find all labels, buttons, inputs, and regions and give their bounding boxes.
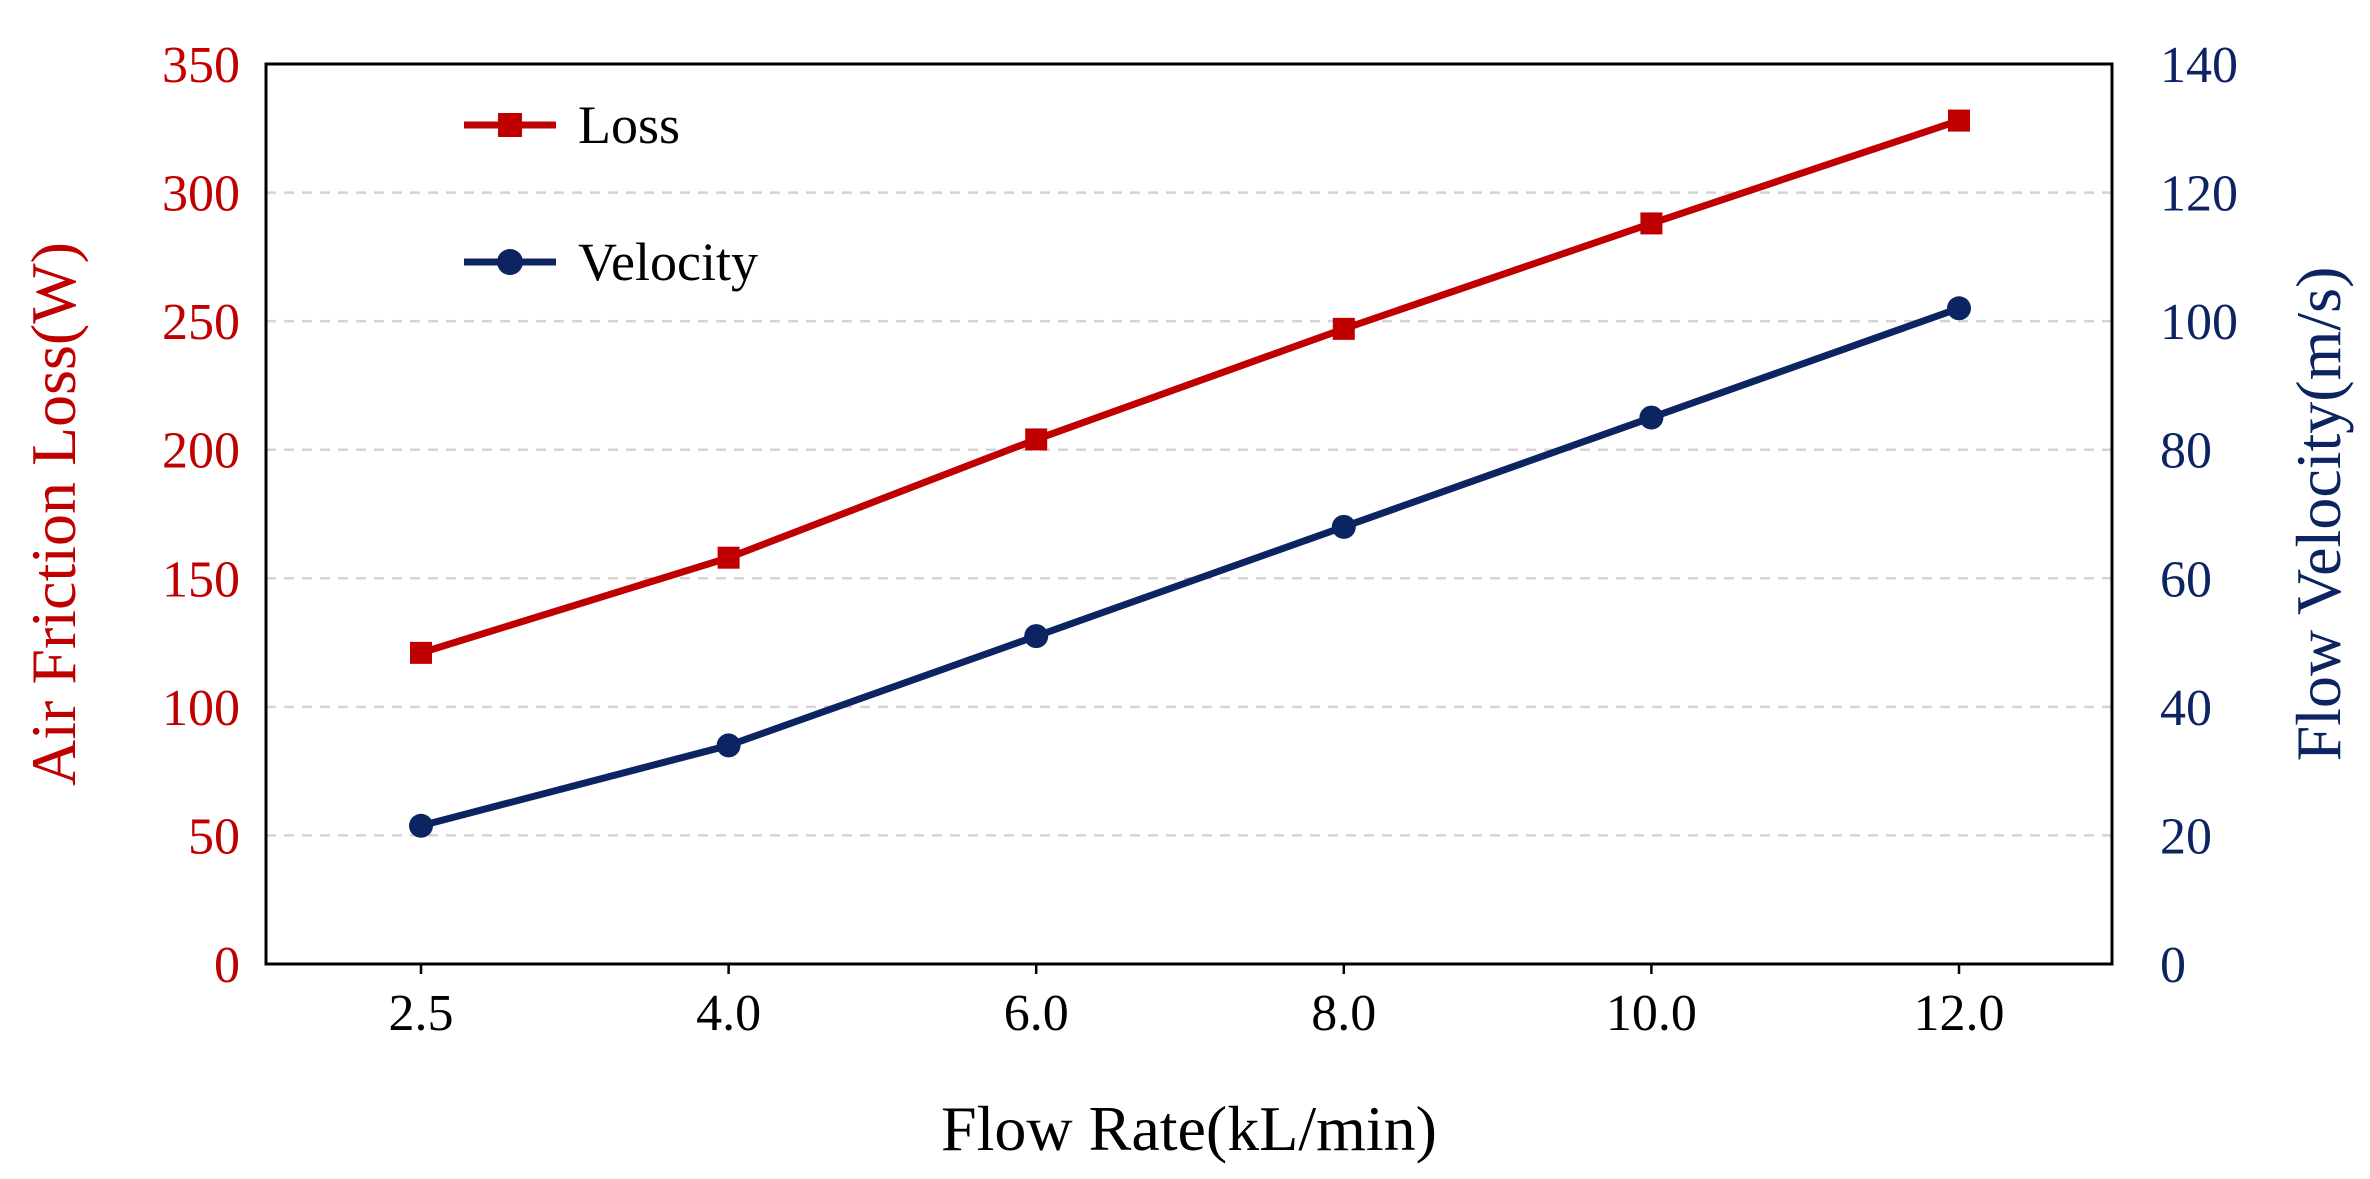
legend-label-loss: Loss	[578, 95, 680, 155]
x-tick-label: 8.0	[1311, 985, 1376, 1042]
data-point-loss	[410, 641, 432, 664]
left-tick-label: 0	[214, 937, 240, 994]
right-tick-label: 40	[2160, 680, 2212, 737]
left-tick-label: 200	[162, 423, 240, 480]
left-axis-title: Air Friction Loss(W)	[18, 242, 89, 786]
right-axis-ticks: 0 20 40 60 80 100 120 140	[2160, 37, 2238, 994]
left-tick-label: 350	[162, 37, 240, 94]
left-tick-label: 250	[162, 294, 240, 351]
x-axis-ticks: 2.5 4.0 6.0 8.0 10.0 12.0	[389, 964, 2005, 1042]
x-tick-label: 6.0	[1004, 985, 1069, 1042]
data-point-velocity	[716, 733, 741, 758]
data-point-velocity	[1024, 624, 1049, 649]
data-point-loss	[717, 546, 740, 569]
right-tick-label: 140	[2160, 37, 2238, 94]
right-tick-label: 0	[2160, 937, 2186, 994]
series-line-velocity	[420, 304, 1961, 830]
series-layer	[409, 109, 1971, 838]
data-point-velocity	[409, 813, 433, 838]
left-tick-label: 150	[162, 551, 240, 608]
legend-label-velocity: Velocity	[578, 232, 758, 292]
right-tick-label: 120	[2160, 166, 2238, 223]
right-tick-label: 20	[2160, 808, 2212, 865]
right-axis-title: Flow Velocity(m/s)	[2283, 267, 2354, 762]
left-tick-label: 300	[162, 166, 240, 223]
data-point-velocity	[1639, 405, 1664, 430]
legend-item-loss: Loss	[464, 95, 680, 155]
x-tick-label: 4.0	[696, 985, 761, 1042]
legend-marker-velocity	[497, 249, 523, 275]
left-axis-ticks: 0 50 100 150 200 250 300 350	[162, 37, 240, 994]
x-tick-label: 10.0	[1606, 985, 1697, 1042]
data-point-velocity	[1947, 296, 1971, 321]
x-axis-title: Flow Rate(kL/min)	[941, 1093, 1437, 1164]
left-tick-label: 50	[188, 808, 240, 865]
data-point-loss	[1025, 428, 1048, 451]
data-point-loss	[1948, 109, 1970, 132]
data-point-loss	[1640, 212, 1663, 235]
plot-frame	[264, 62, 2114, 966]
legend-marker-loss	[498, 113, 522, 137]
legend-item-velocity: Velocity	[464, 232, 758, 292]
left-tick-label: 100	[162, 680, 240, 737]
data-point-loss	[1332, 317, 1355, 340]
right-tick-label: 60	[2160, 551, 2212, 608]
right-tick-label: 100	[2160, 294, 2238, 351]
x-tick-label: 2.5	[389, 985, 454, 1042]
right-tick-label: 80	[2160, 423, 2212, 480]
x-tick-label: 12.0	[1914, 985, 2005, 1042]
series-line-loss	[419, 117, 1961, 657]
data-point-velocity	[1331, 514, 1356, 539]
legend: Loss Velocity	[464, 95, 758, 292]
